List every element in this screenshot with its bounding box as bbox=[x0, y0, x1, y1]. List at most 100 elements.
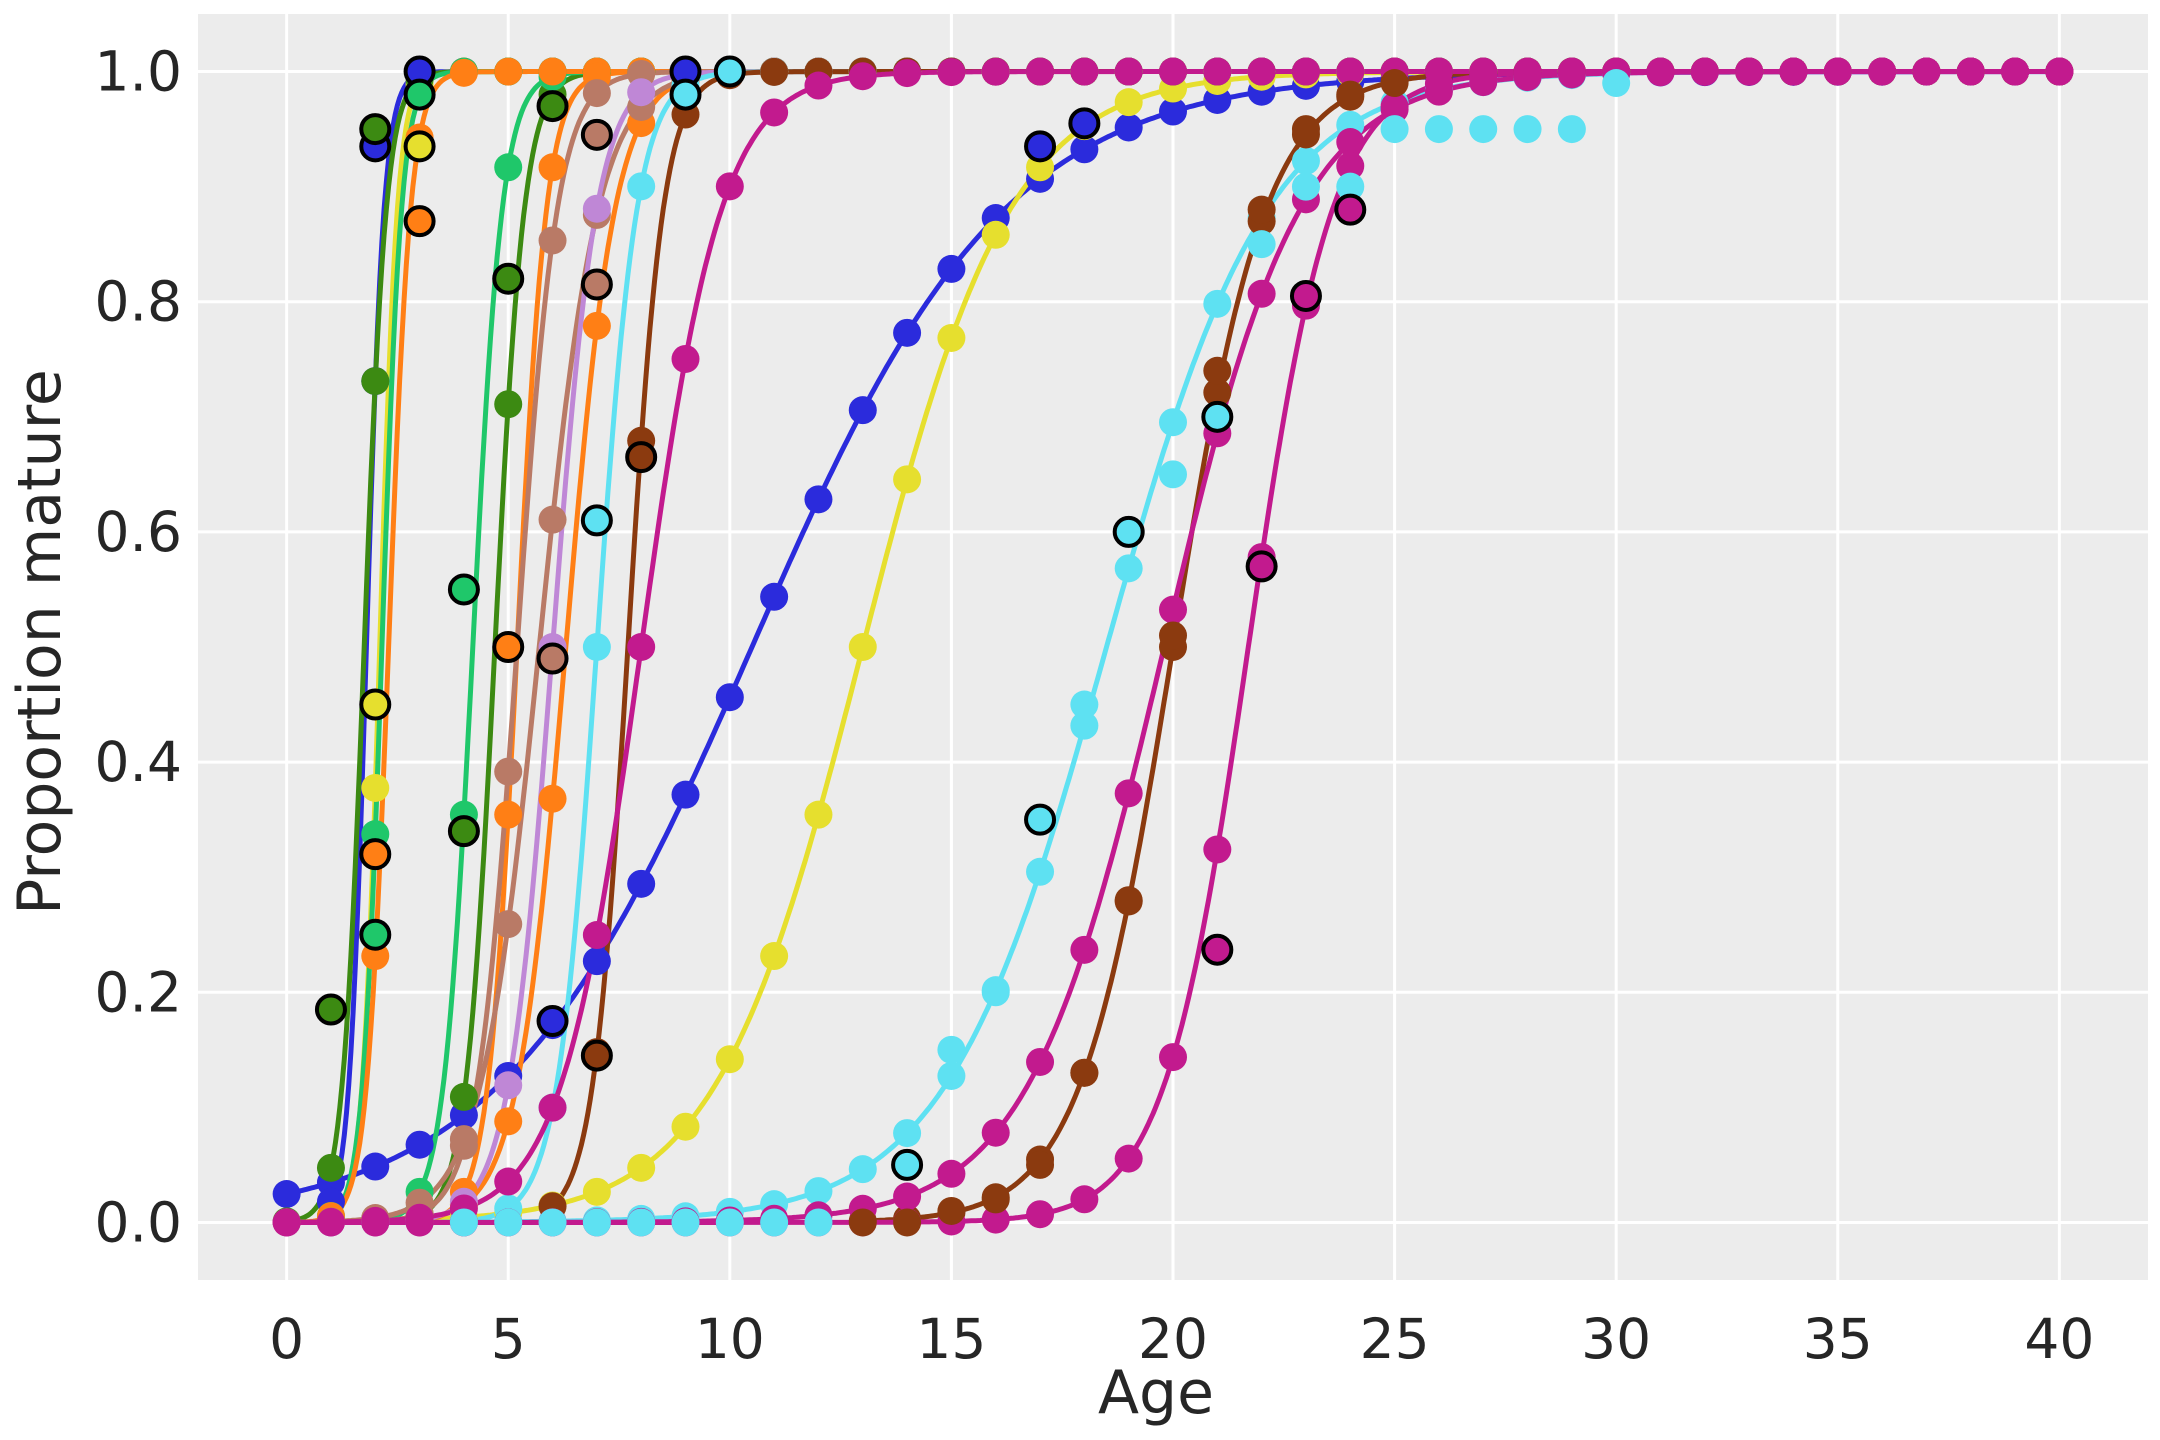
fitted-point bbox=[627, 78, 656, 107]
fitted-point bbox=[981, 57, 1010, 86]
fitted-point bbox=[494, 1167, 523, 1196]
fitted-point bbox=[848, 62, 877, 91]
fitted-point bbox=[981, 1118, 1010, 1147]
fitted-point bbox=[715, 1045, 744, 1074]
fitted-point bbox=[1557, 58, 1586, 87]
data-point bbox=[627, 1208, 656, 1237]
data-point bbox=[671, 1208, 700, 1237]
x-tick-label: 20 bbox=[1138, 1307, 1208, 1371]
fitted-point bbox=[1646, 57, 1675, 86]
data-point bbox=[1602, 69, 1631, 98]
fitted-point bbox=[1203, 835, 1232, 864]
fitted-point bbox=[1159, 97, 1187, 126]
fitted-point bbox=[361, 773, 390, 802]
fitted-point bbox=[1026, 857, 1055, 886]
observed-point bbox=[1112, 515, 1145, 548]
fitted-point bbox=[1203, 378, 1232, 407]
y-tick-label: 0.0 bbox=[95, 1190, 182, 1254]
fitted-point bbox=[1690, 57, 1719, 86]
data-point bbox=[1336, 172, 1365, 201]
fitted-point bbox=[1114, 1144, 1143, 1173]
observed-point bbox=[359, 688, 392, 721]
y-tick-label: 0.6 bbox=[95, 500, 182, 564]
x-tick-label: 0 bbox=[269, 1307, 304, 1371]
fitted-point bbox=[1203, 57, 1232, 86]
fitted-point bbox=[494, 153, 523, 182]
observed-point bbox=[403, 205, 436, 238]
fitted-point bbox=[1291, 146, 1320, 175]
fitted-point bbox=[538, 784, 567, 813]
y-tick-labels: 0.0 0.2 0.4 0.6 0.8 1.0 bbox=[95, 40, 182, 1255]
fitted-point bbox=[582, 79, 611, 108]
observed-point bbox=[359, 113, 392, 146]
observed-point bbox=[891, 1148, 924, 1181]
data-point bbox=[937, 1035, 966, 1064]
data-point bbox=[1026, 1150, 1055, 1179]
x-tick-label: 10 bbox=[695, 1307, 765, 1371]
fitted-point bbox=[316, 1153, 345, 1182]
observed-point bbox=[403, 130, 436, 163]
fitted-point bbox=[627, 869, 656, 898]
fitted-point bbox=[1779, 57, 1808, 86]
fitted-point bbox=[893, 465, 922, 494]
fitted-point bbox=[405, 1130, 434, 1159]
x-axis-label: Age bbox=[1098, 1358, 1214, 1428]
fitted-point bbox=[848, 1155, 877, 1184]
data-point bbox=[449, 1208, 478, 1237]
fitted-point bbox=[937, 254, 966, 283]
fitted-point bbox=[848, 633, 877, 661]
observed-point bbox=[1201, 400, 1234, 433]
x-tick-label: 30 bbox=[1581, 1307, 1651, 1371]
fitted-point bbox=[272, 1208, 301, 1237]
y-tick-label: 0.2 bbox=[95, 960, 182, 1024]
observed-point bbox=[536, 642, 569, 675]
observed-point bbox=[359, 918, 392, 951]
fitted-point bbox=[804, 1177, 833, 1206]
fitted-point bbox=[671, 344, 700, 373]
data-point bbox=[804, 1208, 833, 1237]
fitted-point bbox=[361, 1208, 390, 1237]
fitted-point bbox=[1159, 408, 1187, 437]
fitted-point bbox=[1735, 57, 1764, 86]
observed-point bbox=[713, 55, 746, 88]
x-tick-label: 15 bbox=[916, 1307, 986, 1371]
fitted-point bbox=[582, 194, 611, 223]
fitted-point bbox=[1070, 711, 1099, 740]
observed-point bbox=[669, 78, 702, 111]
fitted-point bbox=[1114, 88, 1143, 117]
observed-point bbox=[492, 262, 525, 295]
fitted-point bbox=[893, 59, 922, 88]
data-point bbox=[1336, 80, 1365, 109]
observed-point bbox=[580, 118, 613, 151]
data-point bbox=[1291, 172, 1320, 201]
fitted-point bbox=[1114, 779, 1143, 808]
fitted-point bbox=[582, 947, 611, 976]
observed-point bbox=[1334, 193, 1367, 226]
fitted-point bbox=[1823, 57, 1852, 86]
observed-point bbox=[447, 573, 480, 606]
fitted-point bbox=[1336, 128, 1365, 157]
fitted-point bbox=[316, 1208, 345, 1237]
data-point bbox=[893, 1208, 922, 1237]
data-point bbox=[1247, 230, 1276, 259]
x-tick-label: 40 bbox=[2024, 1307, 2094, 1371]
observed-point bbox=[1024, 803, 1057, 836]
fitted-point bbox=[538, 153, 567, 182]
fitted-point bbox=[1159, 1043, 1187, 1072]
fitted-point bbox=[494, 1071, 523, 1100]
data-point bbox=[1513, 115, 1542, 144]
y-tick-label: 0.8 bbox=[95, 270, 182, 334]
data-point bbox=[848, 1208, 877, 1237]
data-point bbox=[1247, 195, 1276, 224]
fitted-point bbox=[1291, 57, 1320, 86]
observed-point bbox=[580, 268, 613, 301]
fitted-point bbox=[449, 1131, 478, 1160]
fitted-point bbox=[361, 367, 390, 396]
x-tick-label: 5 bbox=[491, 1307, 526, 1371]
fitted-point bbox=[1203, 289, 1232, 318]
fitted-point bbox=[760, 582, 789, 611]
fitted-point bbox=[804, 800, 833, 829]
data-point bbox=[1469, 115, 1498, 144]
fitted-point bbox=[893, 1119, 922, 1148]
